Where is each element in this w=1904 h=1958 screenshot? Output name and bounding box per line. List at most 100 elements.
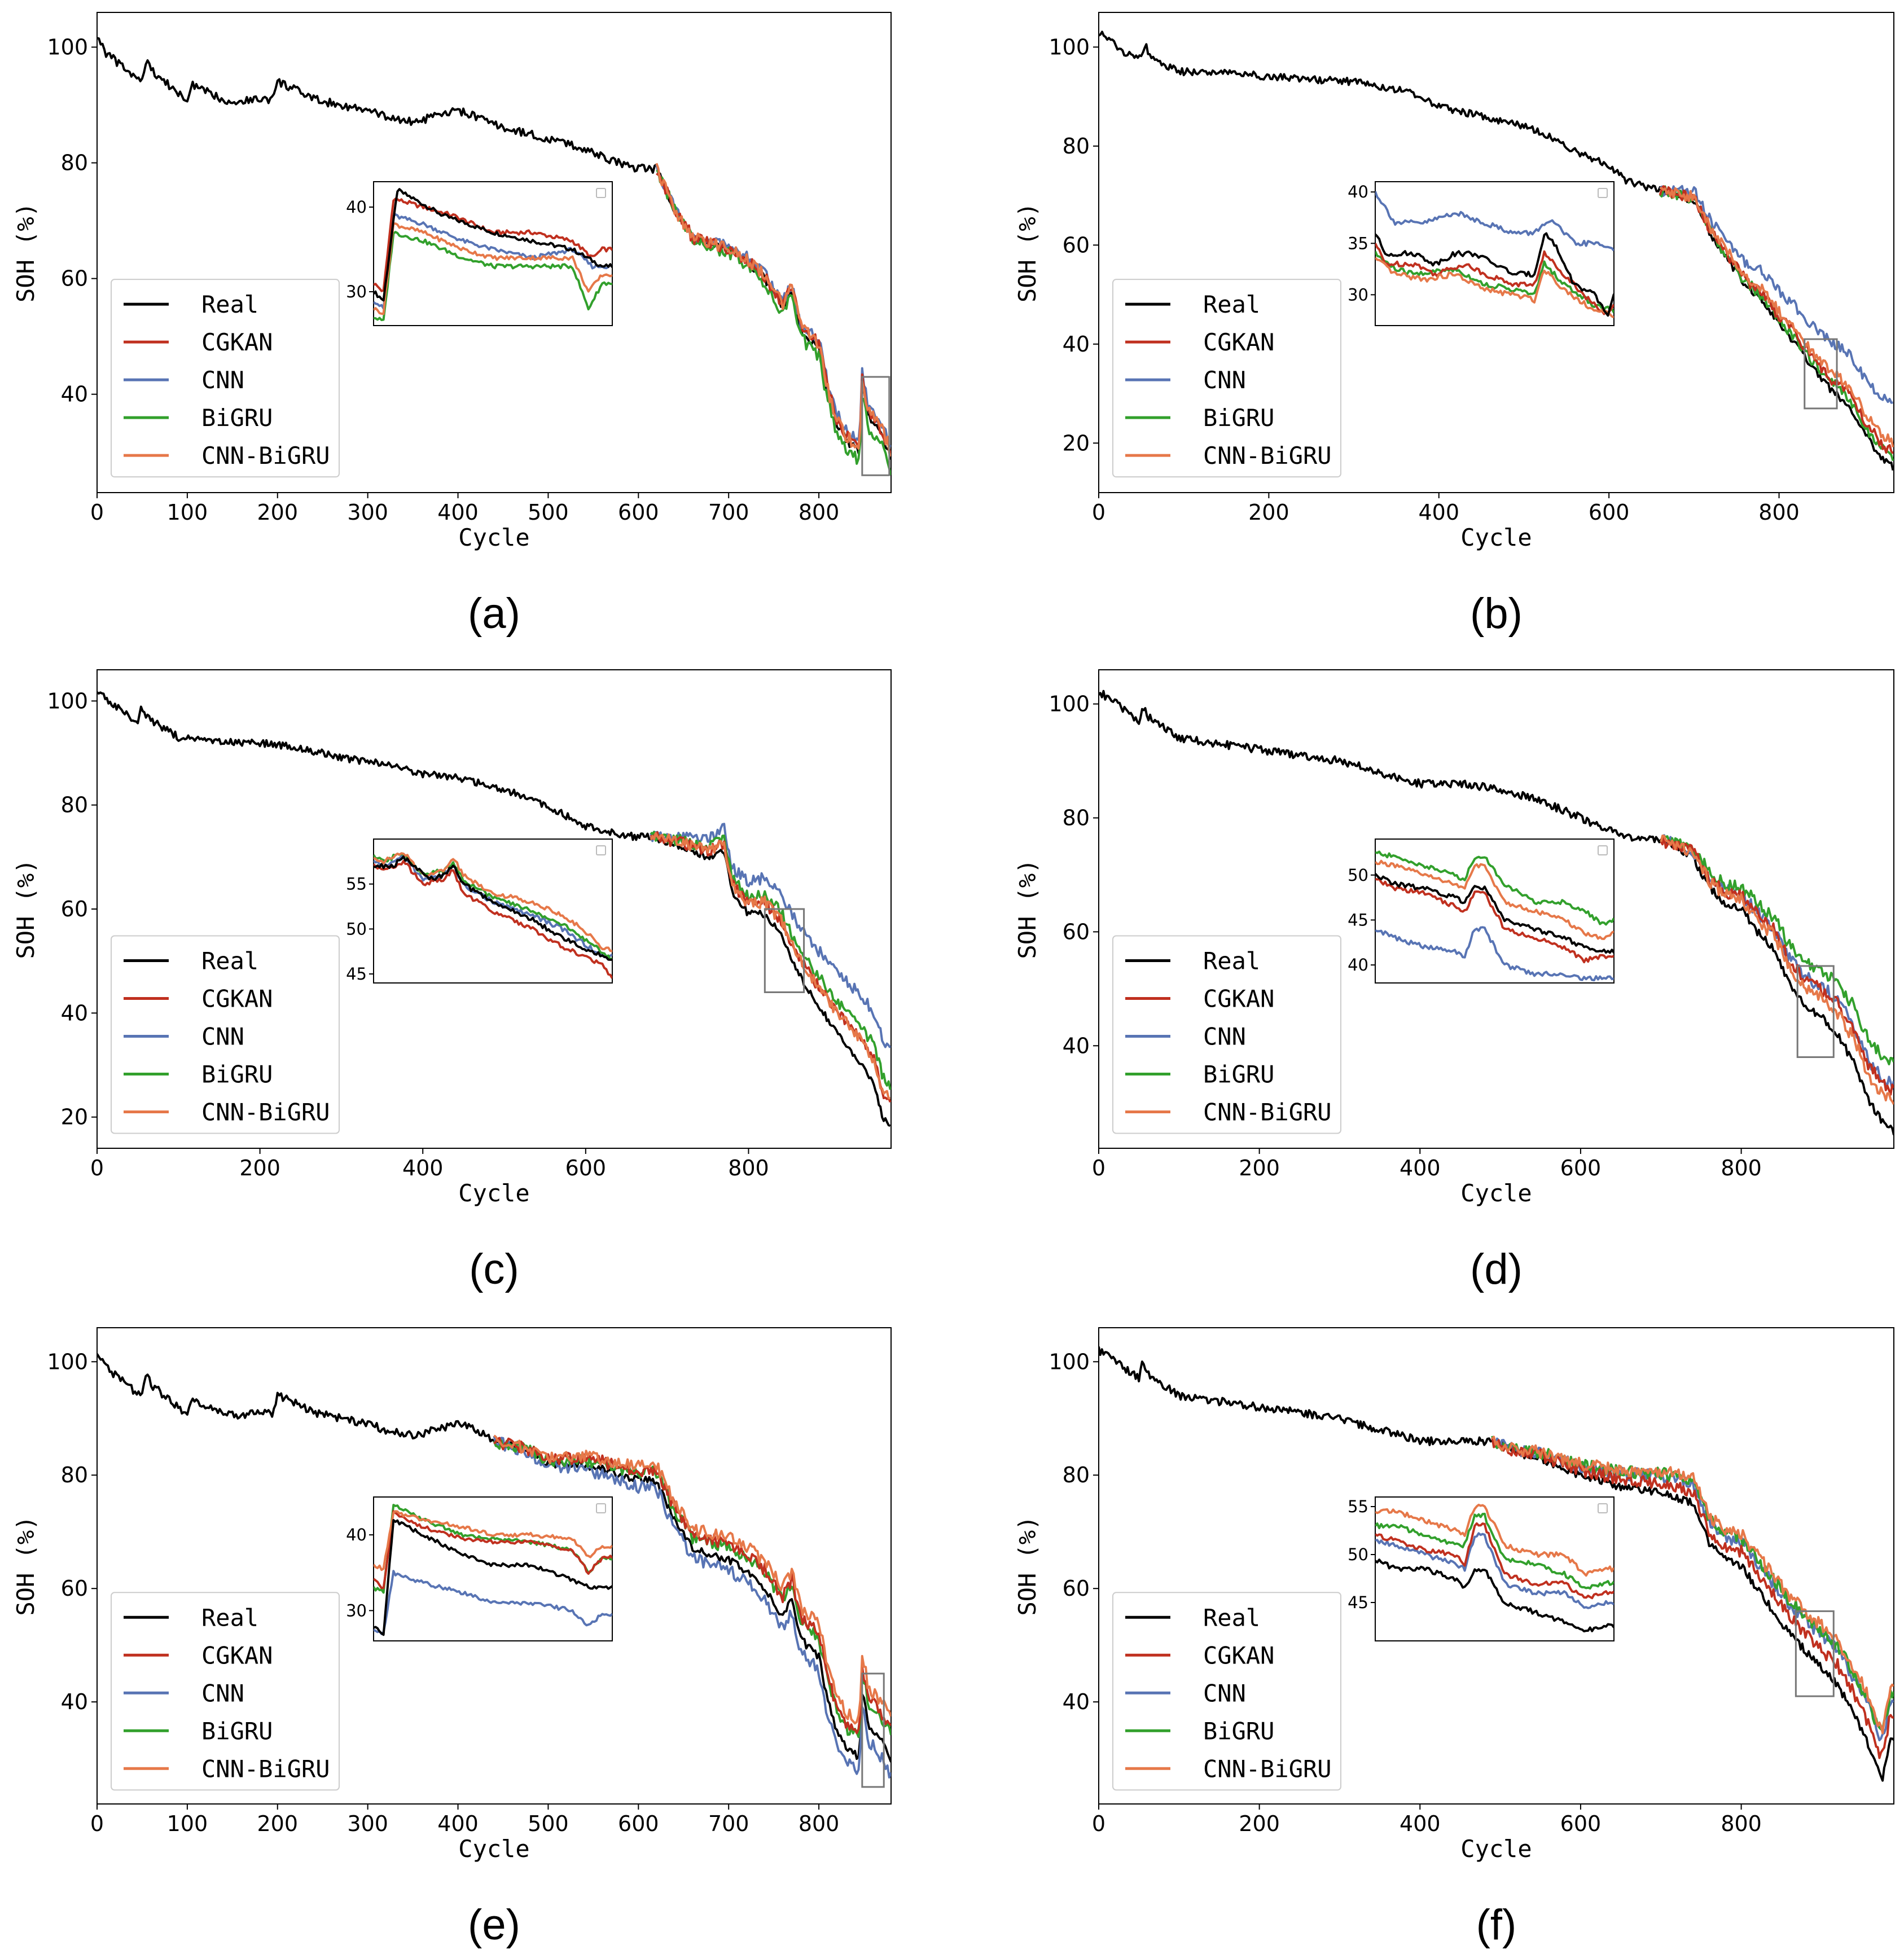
inset-y-tick-label: 35 [1348,234,1368,253]
inset-zoom: 45 50 55 [346,838,613,984]
series-line-bigru [650,831,891,1090]
zoom-region-box [861,1672,885,1788]
x-axis-label: Cycle [458,1179,529,1207]
chart-panel-a: 0 100 200 300 400 500 600 700 800 40 60 80 100 Cycle S… [12,12,892,638]
y-tick-label: 60 [61,1576,88,1601]
chart-panel-c: 0 200 400 600 800 20 40 60 80 100 Cycle SOH (%) (c) R… [12,669,892,1293]
series-line-cgkan [493,1437,891,1735]
legend-label-real: Real [1203,1604,1260,1631]
series-line-cnn [655,164,891,447]
legend: Real CGKAN CNN BiGRU CNN-BiGRU [1112,1592,1341,1791]
series-line-cnn-bigru [655,163,891,457]
x-tick-label: 500 [528,1811,569,1836]
inset-plot-area [374,188,612,322]
inset-empty-legend-icon [1598,1503,1608,1513]
inset-y-tick-label: 45 [1348,910,1368,929]
series-line-cnn [1659,185,1893,404]
inset-frame [373,181,613,326]
y-tick-label: 20 [61,1105,88,1130]
series-line-cgkan [1491,1437,1894,1759]
y-tick-label: 100 [1048,1349,1090,1374]
inset-plot-area [374,1504,612,1636]
x-axis-label: Cycle [1460,1179,1532,1207]
inset-zoom: 30 40 [346,1496,613,1641]
inset-series-line-bigru [1375,1512,1614,1590]
panel-label: (f) [1476,1901,1517,1949]
y-tick-label: 100 [1048,692,1090,717]
x-tick-label: 600 [1560,1156,1602,1180]
y-tick-label: 60 [1063,232,1090,257]
panel-label: (a) [468,590,520,638]
inset-y-tick-label: 45 [1348,1593,1368,1612]
legend-label-cnn-bigru: CNN-BiGRU [1203,442,1332,469]
legend: Real CGKAN CNN BiGRU CNN-BiGRU [111,1592,340,1791]
y-tick-label: 40 [1063,1689,1090,1714]
y-tick-label: 80 [61,1463,88,1487]
inset-empty-legend-icon [1598,845,1608,855]
legend-label-real: Real [1203,947,1260,974]
inset-series-line-cgkan [374,1510,612,1590]
plot-area [97,37,891,476]
inset-series-line-real [1375,232,1614,317]
legend-label-cnn: CNN [201,366,244,394]
x-axis-label: Cycle [458,524,529,551]
inset-series-line-real [1375,1559,1614,1632]
legend-label-cnn-bigru: CNN-BiGRU [1203,1755,1332,1783]
legend-label-real: Real [201,291,258,318]
x-tick-label: 200 [1239,1811,1280,1836]
legend-label-real: Real [201,1604,258,1631]
x-tick-label: 0 [1092,500,1105,525]
inset-plot-area [374,852,612,979]
inset-y-tick-label: 40 [346,197,367,217]
series-line-cnn-bigru [1660,835,1894,1105]
inset-series-line-cgkan [1375,1522,1614,1600]
y-tick-label: 100 [1048,34,1090,59]
chart-panel-b: 0 200 400 600 800 20 40 60 80 100 Cycle SOH (%) (b) R… [1014,12,1894,638]
y-axis-label: SOH (%) [1014,859,1041,959]
y-tick-label: 60 [1063,919,1090,944]
inset-series-line-real [1375,872,1614,954]
x-tick-label: 800 [728,1156,769,1180]
legend: Real CGKAN CNN BiGRU CNN-BiGRU [111,279,340,478]
series-line-cnn-bigru [1491,1435,1894,1735]
inset-series-line-cnn [1375,926,1614,982]
legend-label-cnn: CNN [1203,366,1246,394]
inset-zoom: 30 40 [346,181,613,326]
legend-label-cnn: CNN [1203,1022,1246,1050]
x-tick-label: 800 [1721,1156,1762,1180]
x-tick-label: 300 [347,1811,388,1836]
y-tick-label: 60 [61,897,88,921]
x-tick-label: 800 [1758,500,1800,525]
inset-series-line-real [374,855,612,961]
plot-frame [1098,1327,1894,1805]
x-tick-label: 0 [90,1811,104,1836]
inset-empty-legend-icon [596,1503,606,1513]
legend-box [1112,279,1341,478]
inset-y-tick-label: 30 [1348,285,1368,304]
inset-plot-area [1375,1503,1614,1632]
legend-label-bigru: BiGRU [1203,404,1274,432]
legend-label-bigru: BiGRU [201,1717,273,1745]
chart-panel-d: 0 200 400 600 800 40 60 80 100 Cycle SOH (%) (d) Rea… [1014,669,1894,1293]
series-line-cgkan [650,831,891,1103]
series-line-cgkan [1660,835,1894,1096]
inset-series-line-cgkan [374,197,612,292]
x-tick-label: 400 [437,500,479,525]
legend-label-bigru: BiGRU [1203,1717,1274,1745]
y-tick-label: 80 [61,151,88,175]
legend-label-cgkan: CGKAN [201,328,273,356]
series-line-bigru [1659,185,1894,462]
inset-series-line-cnn-bigru [374,852,612,952]
inset-y-tick-label: 40 [1348,182,1368,201]
plot-area [97,1353,891,1779]
inset-y-tick-label: 40 [346,1525,367,1544]
series-line-cnn-bigru [1660,186,1894,447]
x-tick-label: 200 [257,500,299,525]
x-tick-label: 200 [1248,500,1289,525]
plot-frame [1098,12,1894,493]
plot-area [97,691,891,1127]
y-axis-label: SOH (%) [12,1516,40,1615]
inset-series-line-bigru [1375,850,1614,926]
inset-y-tick-label: 45 [346,964,367,984]
inset-series-line-cnn-bigru [374,1510,612,1571]
